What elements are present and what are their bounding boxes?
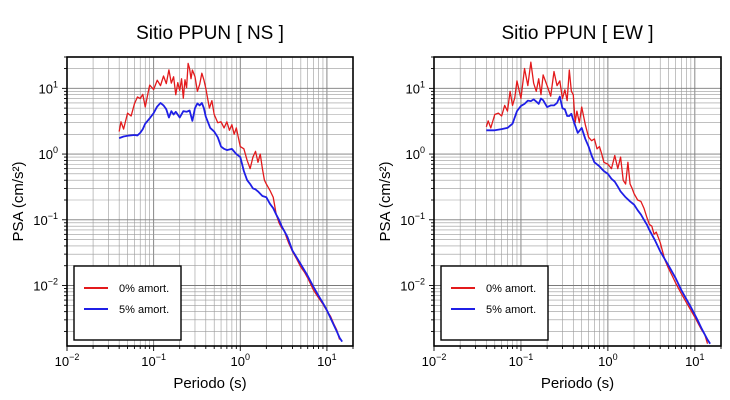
x-tick-label: 10−1: [509, 352, 534, 369]
x-tick-label: 10−2: [422, 352, 447, 369]
series-line-0pct: [118, 62, 341, 340]
chart-panel-2: 10−2 10−1 100 101 10−2 10−1 100 101 Sitio PPUN […: [377, 23, 722, 392]
x-tick-label: 100: [231, 352, 250, 369]
legend-label: 0% amort.: [486, 283, 536, 295]
legend-label: 5% amort.: [486, 304, 536, 316]
x-tick-label: 101: [685, 352, 704, 369]
x-tick-label: 10−2: [55, 352, 80, 369]
x-tick-label: 10−1: [141, 352, 166, 369]
plot-frame: [433, 56, 722, 347]
x-axis-label: Periodo (s): [173, 375, 246, 392]
y-tick-label: 100: [406, 145, 425, 162]
legend-box: [440, 265, 549, 341]
chart-title: Sitio PPUN [ EW ]: [501, 23, 653, 44]
legend-label: 5% amort.: [119, 304, 169, 316]
y-tick-label: 100: [39, 145, 58, 162]
x-tick-label: 101: [317, 352, 336, 369]
series-line-5pct: [486, 95, 711, 345]
legend-label: 0% amort.: [119, 283, 169, 295]
legend: 0% amort. 5% amort.: [440, 265, 549, 341]
y-tick-label: 10−1: [400, 211, 425, 228]
y-tick-label: 101: [39, 79, 58, 96]
chart-title: Sitio PPUN [ NS ]: [136, 23, 284, 44]
legend-box: [73, 265, 182, 341]
x-axis-label: Periodo (s): [541, 375, 614, 392]
series-line-5pct: [118, 102, 343, 343]
legend: 0% amort. 5% amort.: [73, 265, 182, 341]
chart-panel-1: 10−2 10−1 100 101 10−2 10−1 100 101 Sitio PPUN […: [10, 23, 354, 392]
y-axis-label: PSA (cm/s²): [10, 161, 27, 241]
y-tick-label: 10−2: [33, 276, 58, 293]
series-line-0pct: [485, 61, 709, 344]
y-tick-label: 10−1: [33, 211, 58, 228]
y-axis-label: PSA (cm/s²): [377, 161, 394, 241]
y-tick-label: 101: [406, 79, 425, 96]
plot-frame: [66, 56, 354, 347]
y-tick-label: 10−2: [400, 276, 425, 293]
x-tick-label: 100: [598, 352, 617, 369]
